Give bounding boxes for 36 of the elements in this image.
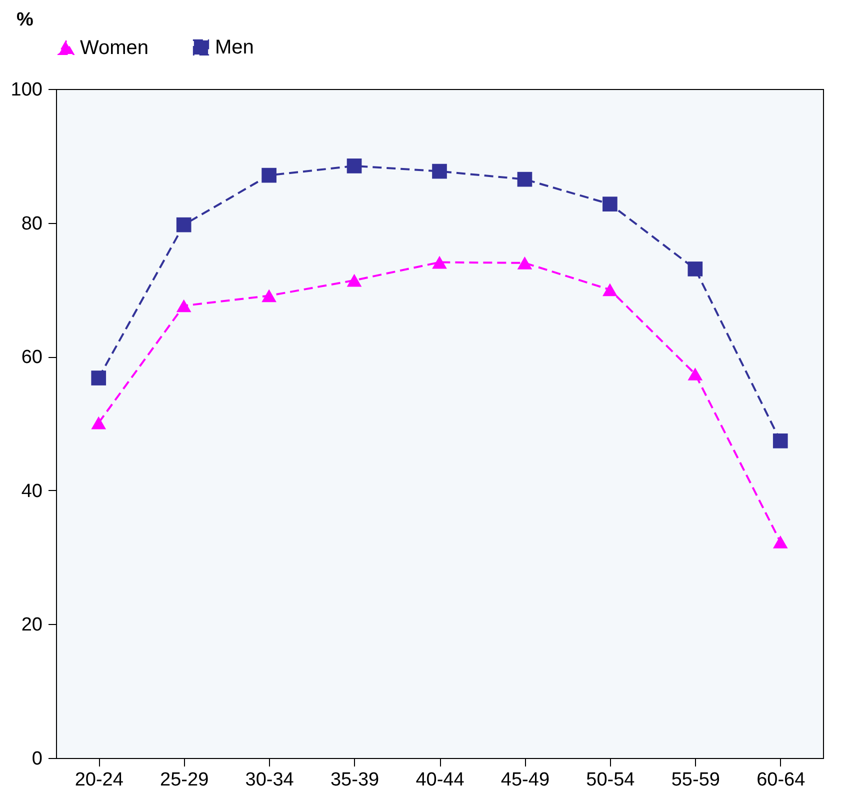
point bbox=[772, 433, 788, 448]
y-tick-label: 80 bbox=[21, 213, 42, 234]
point bbox=[517, 172, 532, 187]
point bbox=[91, 416, 106, 430]
legend-label: Women bbox=[80, 36, 149, 59]
y-tick-label: 0 bbox=[32, 748, 42, 770]
point bbox=[772, 535, 788, 548]
x-tick-label: 50-54 bbox=[586, 770, 636, 788]
point bbox=[602, 196, 618, 212]
x-tick-label: 60-64 bbox=[756, 770, 806, 788]
y-tick-label: 60 bbox=[21, 347, 42, 368]
x-tick-label: 55-59 bbox=[671, 770, 720, 788]
point bbox=[176, 299, 192, 312]
x-tick-label: 25-29 bbox=[160, 770, 209, 788]
point bbox=[517, 256, 532, 270]
point bbox=[176, 217, 192, 232]
point bbox=[262, 168, 276, 183]
legend-label: Men bbox=[215, 36, 254, 58]
point bbox=[346, 274, 362, 287]
y-tick-label: 100 bbox=[10, 80, 42, 100]
y-tick-label: 40 bbox=[21, 480, 42, 502]
point bbox=[432, 256, 447, 269]
point bbox=[688, 262, 703, 276]
point bbox=[602, 283, 618, 296]
x-tick-label: 30-34 bbox=[245, 770, 294, 788]
x-tick-label: 45-49 bbox=[500, 770, 550, 788]
y-tick-label: 20 bbox=[21, 614, 42, 636]
point bbox=[91, 370, 106, 386]
x-tick-label: 40-44 bbox=[416, 770, 465, 788]
point bbox=[432, 164, 447, 179]
point bbox=[346, 158, 362, 174]
x-tick-label: 20-24 bbox=[74, 770, 124, 788]
point bbox=[262, 289, 276, 302]
y-axis-title: % bbox=[16, 10, 34, 30]
point bbox=[688, 368, 703, 380]
x-tick-label: 35-39 bbox=[330, 770, 380, 788]
